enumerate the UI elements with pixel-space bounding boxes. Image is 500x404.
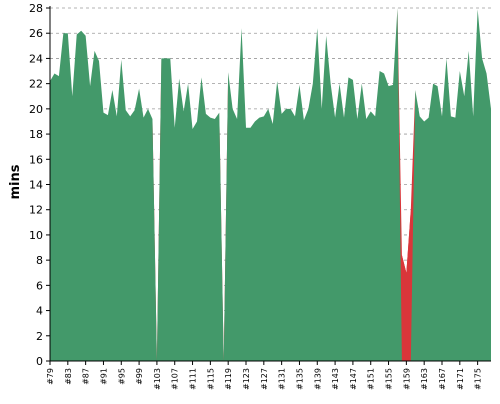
y-tick-label: 10	[29, 229, 43, 242]
y-tick-label: 2	[36, 330, 43, 343]
y-tick-label: 22	[29, 78, 43, 91]
y-tick-label: 16	[29, 153, 43, 166]
x-tick-label: #131	[278, 368, 287, 390]
x-tick-label: #139	[313, 368, 322, 390]
y-tick-label: 24	[29, 52, 43, 65]
x-tick-label: #95	[117, 368, 126, 385]
x-tick-label: #123	[242, 368, 251, 390]
x-tick-label: #159	[402, 368, 411, 390]
y-tick-label: 8	[36, 254, 43, 267]
x-tick-label: #99	[135, 368, 144, 385]
x-tick-label: #167	[438, 368, 447, 390]
x-tick-label: #143	[331, 368, 340, 390]
y-tick-label: 0	[36, 355, 43, 368]
x-tick-label: #111	[189, 368, 198, 390]
y-tick-label: 14	[29, 179, 43, 192]
x-tick-label: #119	[224, 368, 233, 390]
y-tick-label: 12	[29, 204, 43, 217]
x-tick-labels: #79 #83 #87 #91 #95 #99 #103 #107 #111 #115 #119 #1…	[46, 368, 483, 390]
x-tick-label: #103	[153, 368, 162, 390]
y-axis-label: mins	[8, 164, 23, 199]
y-tick-label: 26	[29, 27, 43, 40]
x-tick-label: #135	[295, 368, 304, 390]
y-tick-label: 18	[29, 128, 43, 141]
x-tick-label: #83	[64, 368, 73, 385]
x-tick-label: #151	[367, 368, 376, 390]
axes	[46, 6, 491, 365]
y-tick-label: 6	[36, 279, 43, 292]
y-tick-label: 20	[29, 103, 43, 116]
y-tick-label: 28	[29, 2, 43, 15]
x-tick-label: #171	[456, 368, 465, 390]
series-area	[50, 8, 491, 362]
x-tick-label: #163	[420, 368, 429, 390]
x-tick-label: #155	[385, 368, 394, 390]
x-tick-label: #87	[82, 368, 91, 385]
x-tick-label: #175	[474, 368, 483, 390]
x-tick-label: #127	[260, 368, 269, 390]
build-duration-area	[50, 8, 491, 361]
x-tick-label: #91	[99, 368, 108, 385]
x-tick-label: #147	[349, 368, 358, 390]
y-tick-label: 4	[36, 305, 43, 318]
x-tick-label: #79	[46, 368, 55, 385]
x-tick-label: #107	[171, 368, 180, 390]
x-tick-label: #115	[206, 368, 215, 390]
